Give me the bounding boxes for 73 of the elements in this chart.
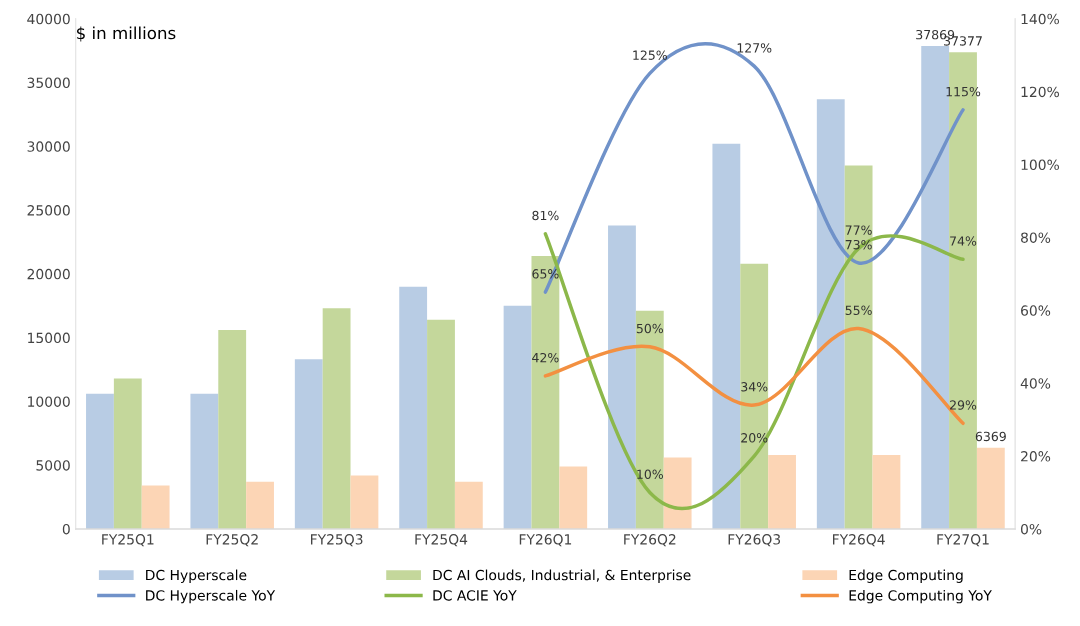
y-tick-label: 40000 [27, 13, 70, 25]
x-tick-label: FY26Q2 [624, 534, 676, 547]
bar [454, 481, 483, 529]
y2-tick-label: 20% [1021, 451, 1051, 462]
legend-label: DC ACIE YoY [433, 590, 517, 601]
bar [427, 319, 455, 529]
x-tick-label: FY25Q4 [415, 534, 468, 547]
data-label: 73% [845, 239, 872, 250]
y2-tick-label: 0% [1020, 523, 1042, 535]
data-label: 125% [633, 50, 667, 60]
bar [844, 165, 873, 529]
y-tick-label: 20000 [27, 268, 70, 280]
data-label: 29% [950, 400, 977, 410]
bar [635, 310, 664, 529]
data-label: 81% [532, 210, 559, 221]
x-tick-label: FY26Q3 [728, 534, 781, 547]
data-label: 42% [532, 352, 559, 363]
data-label: 127% [737, 43, 772, 53]
bar [218, 330, 247, 529]
bar [559, 466, 588, 529]
data-label: 74% [950, 236, 977, 246]
bar [663, 457, 692, 529]
legend-label: Edge Computing [849, 569, 963, 583]
x-tick-label: FY26Q4 [833, 534, 885, 547]
bar [246, 481, 274, 529]
data-label: 65% [532, 269, 559, 279]
bar [322, 308, 351, 529]
bar [190, 393, 219, 529]
y-tick-label: 0 [62, 523, 70, 535]
bar [976, 447, 1005, 529]
data-label: 34% [741, 382, 768, 392]
y2-tick-label: 140% [1021, 13, 1059, 25]
y-tick-label: 5000 [36, 460, 70, 471]
y2-tick-label: 60% [1021, 305, 1051, 316]
y2-tick-label: 120% [1021, 86, 1059, 98]
bar [608, 225, 636, 529]
data-label: 20% [741, 433, 768, 443]
bar [531, 256, 560, 529]
y-tick-label: 25000 [27, 205, 70, 216]
x-tick-label: FY25Q2 [206, 534, 258, 547]
bar [294, 359, 323, 529]
bar [872, 454, 901, 529]
bar [141, 485, 170, 529]
y-tick-label: 30000 [27, 141, 70, 152]
y2-tick-label: 100% [1021, 159, 1059, 171]
x-tick-label: FY26Q1 [519, 534, 572, 547]
data-label: 55% [845, 305, 872, 316]
data-label: 50% [636, 323, 663, 334]
y2-tick-label: 80% [1021, 232, 1051, 243]
legend-label: DC AI Clouds, Industrial, & Enterprise [433, 569, 691, 583]
bar [712, 143, 741, 529]
data-label: 10% [637, 469, 663, 479]
data-label: 6369 [975, 431, 1006, 442]
bar [86, 393, 114, 529]
y-tick-label: 35000 [27, 77, 70, 89]
bar [503, 305, 532, 529]
y2-tick-label: 40% [1020, 378, 1051, 389]
bar [350, 475, 379, 529]
bar [816, 99, 845, 529]
bar [399, 286, 428, 529]
bar [768, 454, 796, 529]
y-tick-label: 10000 [28, 396, 70, 407]
legend-label: DC Hyperscale YoY [146, 589, 276, 604]
data-label: 77% [845, 225, 872, 235]
x-tick-label: FY27Q1 [937, 534, 989, 547]
legend-label: DC Hyperscale [146, 569, 247, 583]
legend-label: Edge Computing YoY [849, 589, 992, 604]
bar [113, 378, 142, 529]
x-tick-label: FY25Q3 [311, 534, 363, 547]
y-tick-label: 15000 [28, 332, 70, 344]
bar [740, 263, 769, 529]
x-tick-label: FY25Q1 [102, 534, 154, 547]
y-axis-title: $ in millions [76, 26, 176, 42]
